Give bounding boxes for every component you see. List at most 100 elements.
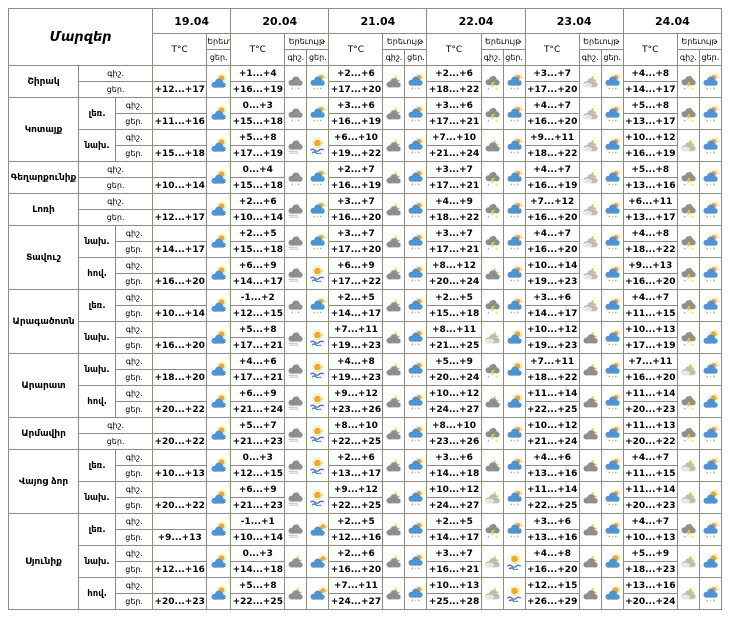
- temp-day-cell: +20...+23: [152, 593, 208, 610]
- temp-night-cell: 0...+3: [230, 449, 286, 466]
- moon-behind-cloud-night-icon: [382, 225, 406, 258]
- temp-day-cell: +14...+17: [230, 273, 286, 290]
- temp-day-cell: +16...+19: [328, 177, 384, 194]
- sun-cloud-precipitation-day-icon: [404, 449, 428, 482]
- sun-over-fog-day-icon: [306, 129, 330, 162]
- temp-day-cell: +24...+27: [328, 593, 384, 610]
- sun-cloud-precipitation-day-icon: [698, 257, 723, 290]
- moon-behind-cloud-night-icon: [284, 545, 308, 578]
- temp-night-cell: [152, 513, 208, 530]
- phenomenon-column-header: Երեւույթ: [676, 33, 723, 50]
- day-row-label: ցեր.: [115, 529, 154, 546]
- sun-cloud-precipitation-day-icon: [404, 513, 428, 546]
- temp-night-cell: [152, 193, 208, 210]
- date-header-row: Մարզեր 19.04 20.04 21.04 22.04 23.04 24.…: [7, 8, 723, 66]
- temp-night-cell: +4...+9: [426, 193, 482, 210]
- sun-behind-cloud-day-icon: [502, 385, 526, 418]
- sun-cloud-precipitation-day-icon: [502, 161, 526, 194]
- temp-day-cell: +25...+28: [426, 593, 482, 610]
- temp-day-cell: +26...+29: [524, 593, 580, 610]
- sun-cloud-precipitation-day-icon: [502, 513, 526, 546]
- temp-day-cell: +10...+13: [622, 529, 678, 546]
- night-row-label: գիշ.: [115, 385, 154, 402]
- temp-night-cell: +7...+12: [524, 193, 580, 210]
- temp-day-cell: +9...+13: [152, 529, 208, 546]
- temp-night-cell: +8...+10: [426, 417, 482, 434]
- forecast-row-night: հով. գիշ. +5...+8 +7...+11 +10...+13 +12...+1…: [9, 577, 723, 610]
- moon-behind-cloud-night-icon: [382, 481, 406, 514]
- temp-night-cell: +4...+8: [524, 545, 580, 562]
- temp-day-cell: +10...+14: [152, 305, 208, 322]
- temp-night-cell: [152, 353, 208, 370]
- day-subheader: ցեր.: [502, 49, 526, 66]
- temp-night-cell: +7...+11: [328, 321, 384, 338]
- temp-day-cell: +19...+23: [524, 273, 580, 290]
- temp-night-cell: +7...+11: [524, 353, 580, 370]
- day-row-label: ցեր.: [78, 433, 154, 450]
- temp-day-cell: +18...+20: [152, 369, 208, 386]
- zone-label: նախ.: [78, 481, 117, 514]
- temp-night-cell: [152, 545, 208, 562]
- sun-cloud-precipitation-day-icon: [600, 481, 624, 514]
- temp-day-cell: +16...+21: [426, 561, 482, 578]
- temp-night-cell: +3...+7: [524, 65, 580, 82]
- moon-light-clouds-night-icon: [480, 577, 504, 610]
- temp-day-cell: +21...+24: [426, 145, 482, 162]
- temp-day-cell: +17...+21: [426, 241, 482, 258]
- sun-cloud-precipitation-day-icon: [404, 481, 428, 514]
- temp-night-cell: [152, 289, 208, 306]
- temp-night-cell: [152, 417, 208, 434]
- temp-day-cell: +12...+15: [230, 305, 286, 322]
- temp-day-cell: +18...+22: [524, 145, 580, 162]
- temp-day-cell: +15...+18: [230, 241, 286, 258]
- moon-cloud-thunder-night-icon: [676, 385, 700, 418]
- sun-behind-cloud-day-icon: [502, 353, 526, 386]
- temp-night-cell: +4...+8: [328, 353, 384, 370]
- moon-cloud-thunder-night-icon: [480, 225, 504, 258]
- temp-day-cell: +16...+19: [524, 177, 580, 194]
- day-subheader: ցեր.: [404, 49, 428, 66]
- cloud-precipitation-night-icon: [284, 289, 308, 322]
- sun-cloud-precipitation-day-icon: [404, 193, 428, 226]
- day-row-label: ցեր.: [115, 337, 154, 354]
- temp-night-cell: +4...+7: [622, 289, 678, 306]
- sun-cloud-precipitation-day-icon: [600, 257, 624, 290]
- moon-behind-cloud-night-icon: [382, 449, 406, 482]
- sun-behind-cloud-day-icon: [206, 417, 232, 450]
- sun-over-fog-day-icon: [306, 385, 330, 418]
- sun-cloud-precipitation-day-icon: [502, 193, 526, 226]
- day-row-label: ցեր.: [78, 209, 154, 226]
- temp-day-cell: +20...+23: [622, 401, 678, 418]
- night-row-label: գիշ.: [115, 513, 154, 530]
- sun-cloud-precipitation-day-icon: [600, 449, 624, 482]
- temp-day-cell: +15...+18: [426, 305, 482, 322]
- moon-light-clouds-night-icon: [676, 545, 700, 578]
- sun-behind-cloud-day-icon: [698, 321, 723, 354]
- region-name: Արագածոտն: [7, 289, 80, 354]
- sun-cloud-precipitation-day-icon: [698, 353, 723, 386]
- temp-day-cell: +14...+17: [622, 81, 678, 98]
- sun-cloud-precipitation-day-icon: [600, 321, 624, 354]
- sun-behind-cloud-day-icon: [600, 545, 624, 578]
- night-subheader: գիշ.: [284, 49, 308, 66]
- temp-night-cell: [152, 481, 208, 498]
- sun-cloud-precipitation-day-icon: [698, 513, 723, 546]
- temp-day-cell: +13...+17: [328, 465, 384, 482]
- temp-night-cell: +4...+8: [622, 225, 678, 242]
- sun-cloud-precipitation-day-icon: [502, 417, 526, 450]
- temp-night-cell: +4...+7: [524, 161, 580, 178]
- moon-cloud-thunder-night-icon: [480, 353, 504, 386]
- forecast-row-day: ցեր. +11...+16 +15...+18 +16...+19 +17...+21…: [9, 113, 722, 130]
- moon-cloud-fog-night-icon: [284, 513, 308, 546]
- temp-day-cell: +20...+24: [426, 273, 482, 290]
- temp-night-cell: +3...+6: [524, 289, 580, 306]
- cloud-precipitation-night-icon: [284, 65, 308, 98]
- temp-night-cell: 0...+4: [230, 161, 286, 178]
- temp-night-cell: [152, 257, 208, 274]
- sun-behind-cloud-day-icon: [206, 65, 232, 98]
- cloud-precipitation-night-icon: [284, 161, 308, 194]
- moon-behind-cloud-night-icon: [382, 417, 406, 450]
- night-row-label: գիշ.: [115, 577, 154, 594]
- sun-cloud-precipitation-day-icon: [404, 65, 428, 98]
- forecast-row-day: ցեր. +10...+14 +15...+18 +16...+19 +17...+21…: [9, 177, 722, 194]
